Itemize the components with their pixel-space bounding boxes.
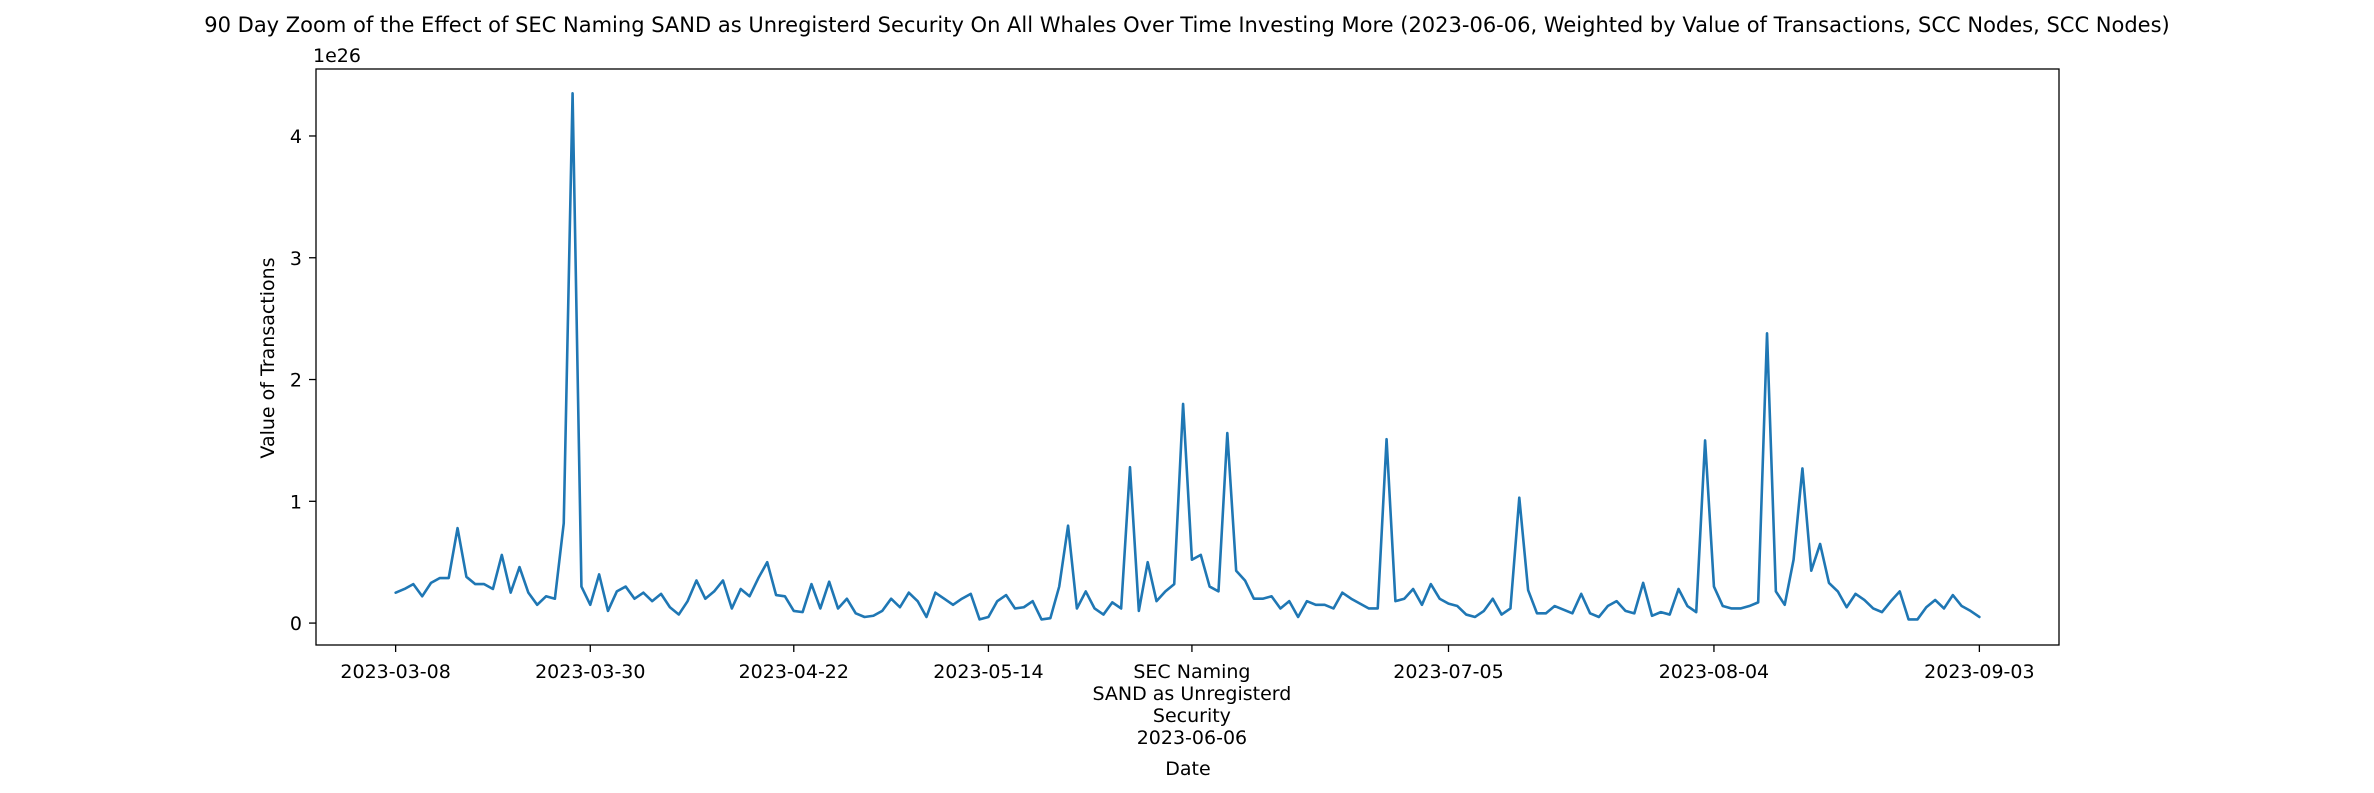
- plot-area: [394, 92, 1981, 621]
- plot-frame: [315, 68, 2060, 646]
- x-tick-label: 2023-08-04: [1659, 661, 1769, 683]
- x-axis-label: Date: [1165, 758, 1210, 780]
- x-tick-label: 2023-04-22: [739, 661, 849, 683]
- x-tick-label: 2023-09-03: [1924, 661, 2034, 683]
- series-line-0: [394, 92, 1981, 621]
- x-tick-label: 2023-03-08: [340, 661, 450, 683]
- y-tick-label: 4: [290, 126, 302, 148]
- y-tick-label: 1: [290, 491, 302, 513]
- y-axis-label: Value of Transactions: [257, 257, 279, 458]
- x-axis: 2023-03-08 2023-03-30 2023-04-22 2023-05-14…: [340, 645, 2035, 749]
- y-tick-label: 2: [290, 370, 302, 392]
- x-tick-label: SEC Naming SAND as Unregisterd Security 202…: [1093, 661, 1292, 749]
- x-tick-label: 2023-07-05: [1393, 661, 1503, 683]
- y-tick-label: 0: [290, 613, 302, 635]
- x-tick-label: 2023-03-30: [535, 661, 645, 683]
- x-tick-label: 2023-05-14: [933, 661, 1043, 683]
- y-axis-offset-label: 1e26: [313, 45, 361, 67]
- chart-title: 90 Day Zoom of the Effect of SEC Naming …: [204, 13, 2170, 37]
- y-axis: 0 1 2 3 4: [290, 126, 316, 635]
- y-tick-label: 3: [290, 248, 302, 270]
